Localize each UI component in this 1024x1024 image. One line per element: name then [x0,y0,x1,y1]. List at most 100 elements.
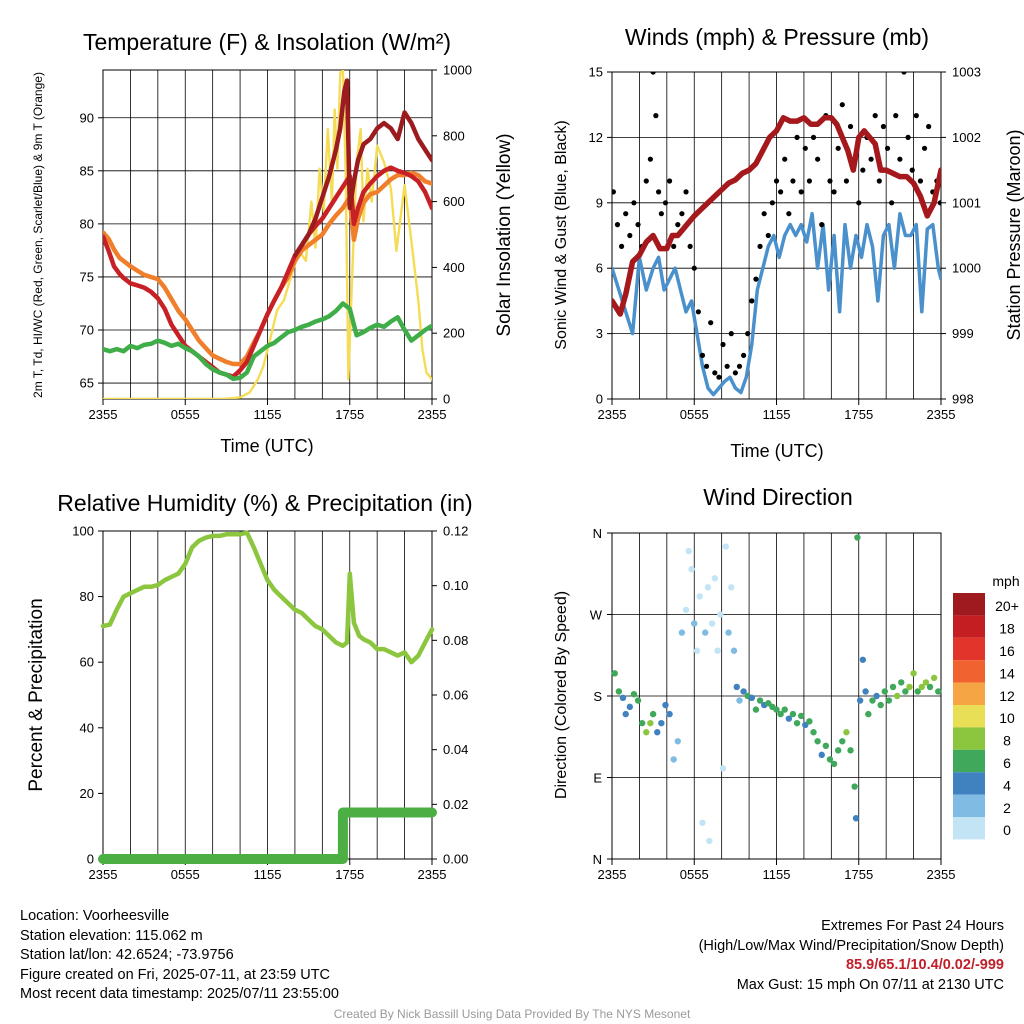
gust-point [679,211,685,217]
extremes-values: 85.9/65.1/10.4/0.02/-999 [845,957,1004,974]
x-tick-label: 1155 [763,407,791,422]
extremes-heading: Extremes For Past 24 Hours [821,918,1004,934]
gust-point [790,178,796,184]
y-tick-label: 3 [596,326,603,341]
y2-tick-label: 0.12 [443,524,468,539]
x-tick-label: 2355 [927,867,956,882]
direction-point [814,738,821,745]
gust-point [736,363,743,369]
direction-point [865,710,872,718]
y-tick-label: 0 [596,392,603,407]
gust-point [753,276,759,282]
gust-point [635,222,641,228]
gust-point [671,243,677,249]
legend-title: mph [992,573,1019,589]
gust-point [909,167,915,173]
gust-point [769,200,775,206]
y2-tick-label: 1000 [952,261,981,276]
timestamp-text: Most recent data timestamp: 2025/07/11 2… [20,986,339,1003]
chart-title: Wind Direction [703,484,853,510]
legend-swatch [953,705,985,728]
y2-tick-label: 1003 [952,65,981,80]
direction-point [806,718,813,725]
direction-point [634,697,642,704]
y2-tick-label: 0.06 [443,688,468,703]
direction-point [670,756,677,763]
gust-point [810,134,817,140]
direction-point [781,706,788,713]
gust-point [658,211,664,217]
direction-point [797,712,805,720]
gust-point [843,178,850,184]
gust-point [716,374,722,380]
direction-point [728,584,735,591]
series-line [103,165,432,379]
direction-point [935,688,942,695]
direction-point [898,679,905,686]
direction-point [630,690,638,698]
direction-point [638,719,646,727]
y-axis-label: Sonic Wind & Gust (Blue, Black) [553,120,570,349]
gust-point [913,113,919,119]
series-line [103,301,432,382]
gust-point [794,134,800,140]
direction-point [822,742,830,750]
gust-point [653,113,659,119]
legend-swatch [953,593,985,616]
direction-point [678,629,686,636]
gust-point [860,167,866,173]
x-tick-label: 0555 [680,407,709,422]
gust-point [926,123,932,130]
direction-point [730,647,738,654]
legend-swatch [953,817,985,840]
gust-point [868,156,874,162]
direction-point [922,679,930,686]
gust-point [612,189,616,195]
y2-tick-label: 1002 [952,130,981,145]
direction-point [674,738,681,745]
station-info: Location: Voorheesville Station elevatio… [20,907,339,1005]
y-tick-label: 90 [80,110,94,125]
extremes-fields: (High/Low/Max Wind/Precipitation/Snow De… [698,937,1004,954]
gust-point [802,145,808,151]
direction-point [852,815,860,822]
y2-tick-label: 600 [443,194,465,209]
direction-point [785,715,793,722]
gust-point [631,200,637,206]
gust-point [815,156,821,162]
direction-point [869,697,876,704]
y-tick-label: 65 [80,376,94,391]
x-tick-label: 0555 [171,867,200,882]
legend-swatch [953,615,985,638]
legend-label: 18 [999,621,1015,637]
location-text: Location: Voorheesville [20,908,170,924]
direction-point [862,688,869,695]
y-tick-label: 0 [87,852,94,867]
direction-point [685,547,692,555]
chart-title: Winds (mph) & Pressure (mb) [625,24,929,50]
y-tick-label: 75 [80,269,94,284]
legend-label: 0 [1003,822,1011,838]
chart-panel-winds: 2355 0555 1155 1755 235503691215998999100010… [553,24,1024,461]
direction-point [615,688,623,695]
gust-point [724,363,730,369]
gust-point [937,200,941,206]
max-gust-text: Max Gust: 15 mph On 07/11 at 2130 UTC [736,976,1004,993]
direction-point [918,683,926,691]
y2-tick-label: 0.04 [443,742,468,757]
x-tick-label: 0555 [171,407,200,422]
gust-point [695,309,701,315]
direction-point [666,710,673,718]
gust-point [720,341,726,348]
direction-point [722,543,729,550]
chart-title: Relative Humidity (%) & Precipitation (i… [57,490,472,516]
direction-point [658,719,665,727]
gust-point [884,145,891,151]
gust-point [765,232,771,239]
direction-point [748,694,756,702]
y2-tick-label: 1000 [443,63,472,78]
gust-point [627,232,633,239]
legend-label: 14 [999,665,1015,681]
direction-point [818,751,825,759]
